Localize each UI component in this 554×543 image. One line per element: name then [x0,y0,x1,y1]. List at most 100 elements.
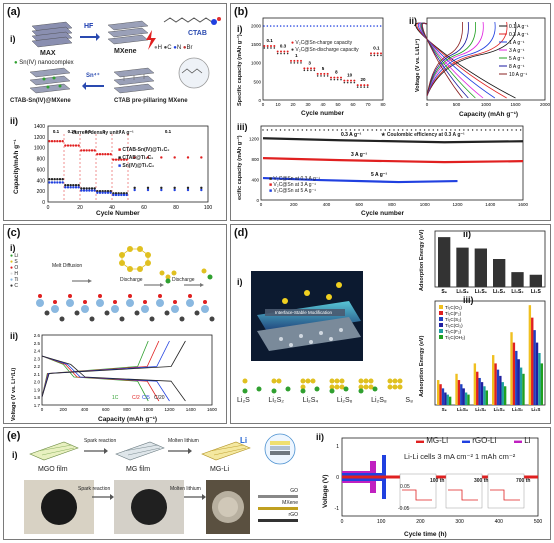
b-i-discharge-point [376,54,379,57]
b-i-discharge-point [340,78,342,81]
c-xtick: 0 [41,407,44,412]
b-iii-ce-point [458,129,461,131]
atom-h-c: H [14,271,19,277]
d-iii-bar [515,350,518,405]
layer-mxene: MXene [282,500,298,506]
b-iii-ce-point [423,129,426,131]
d-ii-bar-chart: S₈ Li₂S₈ Li₂S₆ Li₂S₄ Li₂S₂ Li₂S [434,230,546,295]
b-iii-rate-label: 0.3 A g⁻¹ [341,132,362,138]
c-chart-frame [41,334,213,406]
a-series-0-point [50,140,54,143]
d-iii-legend-label: Ti₂C(O₂) [445,305,462,310]
c-c-atom [179,316,185,322]
b-iii-ce-point [345,129,347,131]
b-iii-ce-point [301,129,303,131]
c-xlabel: Capacity (mAh g⁻¹) [98,416,158,423]
b-ii-legend-label: 3 A g⁻¹ [509,48,525,54]
a-series-2-point [90,189,94,192]
b-i-xtick: 0 [262,102,265,107]
e-inset-trace [448,489,478,501]
b-iii-ce-point [310,129,312,131]
b-ii-voltage-chart: 0 500 1000 1500 2000 0.1 A g⁻¹ 0.3 A g⁻¹ 1 A g⁻… [415,17,550,107]
zoom-circle-illustration [264,433,296,465]
a-series-1-point [74,183,78,187]
b-i-xtick: 20 [290,102,296,107]
species-s8: S₈ [405,397,413,404]
a-series-2-point [74,186,78,189]
b-i-discharge-point [316,75,319,77]
c-discharge-curve [41,355,149,402]
panel-d-sub-iii: iii) [463,295,474,305]
step-melt: Melt Diffusion [52,263,83,269]
b-ii-xtick: 2000 [540,102,551,107]
panel-a-label: (a) [7,6,21,18]
b-ii-xtick: 0 [426,102,429,107]
b-iii-ce-point [271,129,273,131]
b-iii-ce-point [480,129,483,131]
d-iii-bar [535,342,539,405]
d-iii-xtick: Li₂S [531,407,540,412]
b-i-discharge-point [300,62,302,64]
b-iii-ce-point [323,129,325,131]
sn4-label: Sn⁴⁺ [86,73,100,79]
b-i-rate-label: 1 [295,53,298,58]
d-ii-xtick: Li₂S₄ [493,289,506,295]
b-i-charge-point [300,59,302,62]
atom-li: Li [14,253,19,259]
step-discharge-1: Discharge [120,277,143,283]
b-iii-ce-point [297,129,299,131]
d-iii-bar-chart: S₈ Li₂S₈ Li₂S₆ Li₂S₄ Li₂S₂ Li₂STi₂C(O₂)Ti₂C(F… [434,300,546,412]
a-series-0-point [56,140,59,143]
a-series-2-point [58,181,62,184]
d-iii-bar [519,367,523,405]
a-series-2-point [133,188,136,192]
d-iii-bar [512,342,516,405]
a-series-0-point [48,140,51,143]
a-ytick: 800 [37,157,46,163]
d-iii-legend-swatch [439,305,443,309]
mxene-label: MXene [114,48,137,55]
d-iii-bar [478,377,481,405]
b-iii-ce-point [498,129,500,131]
b-i-charge-point [303,67,306,70]
b-i-charge-point [290,59,292,62]
d-iii-bar [448,396,452,405]
panel-c: (c) i) ii) ● Li ● S ● O ● H ● Ti ● C Mel… [3,224,227,424]
panel-e-label: (e) [7,430,21,442]
b-i-ce-point [313,25,315,27]
b-i-discharge-point [346,81,349,84]
a-chart-frame [47,125,209,203]
d-iii-legend-label: Ti₂C(F₂) [445,329,462,334]
a-series-2-point [101,191,104,194]
b-i-discharge-point [310,69,312,72]
e-xtick: 300 [455,519,464,525]
a-series-0-point [58,140,62,143]
sn-complex-label: ● Sn(IV) nanocomplex [14,60,74,66]
b-ii-legend-label: 5 A g⁻¹ [509,56,525,62]
c-o-atom [68,294,72,298]
a-xtick: 20 [77,205,83,211]
a-series-2-point [48,181,51,184]
d-s-atom [363,384,369,390]
photo-arrow-2 [184,494,206,500]
a-ytick: 400 [37,178,46,184]
b-ii-xtick: 500 [453,102,461,107]
b-i-discharge-point [313,69,316,72]
c-o-atom [188,294,192,298]
b-i-xlabel: Cycle number [301,110,344,117]
b-i-charge-point [336,76,339,79]
a-series-1-point [61,178,64,181]
c-polysulfide-atom [165,274,171,280]
b-iii-xtick: 0 [260,202,263,207]
b-i-rate-label: 10 [347,73,353,78]
b-iii-ce-point [388,129,391,131]
b-ii-legend-label: 10 A g⁻¹ [509,72,528,78]
c-li2s-atom [201,268,207,274]
e-ytick: 0 [336,475,339,481]
c-ytick: 1.8 [34,395,41,400]
c-ti-atom [81,305,89,313]
a-series-0-point [96,153,99,156]
b-iii-rate-label: 5 A g⁻¹ [371,172,387,178]
b-ii-xlabel: Capacity (mAh g⁻¹) [459,111,519,118]
a-series-0-point [90,149,94,152]
